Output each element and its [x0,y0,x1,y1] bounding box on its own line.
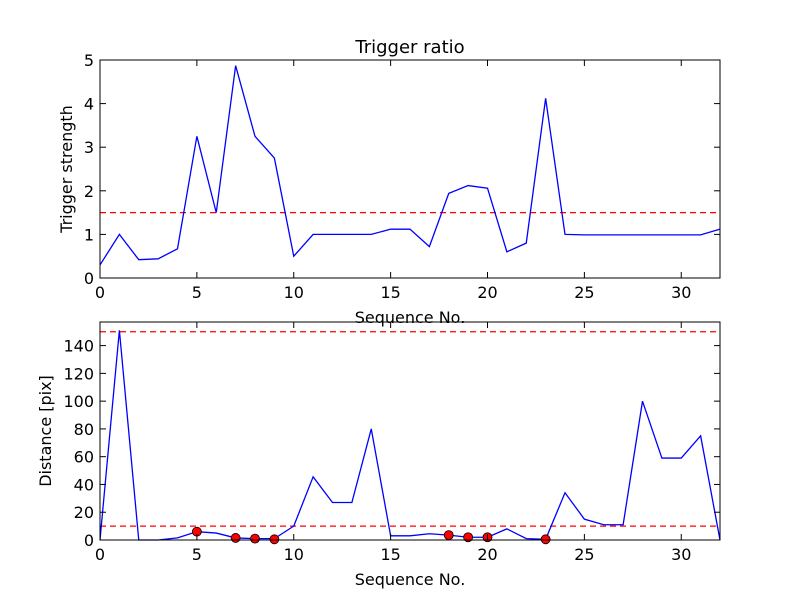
bottom-plot-ylabel: Distance [pix] [36,375,55,487]
top-xtick-label-0: 0 [95,283,105,302]
top-xtick-label-2: 10 [284,283,304,302]
bottom-plot-xlabel: Sequence No. [355,570,466,589]
top-ytick-label-0: 0 [84,269,94,288]
bottom-xtick-label-6: 30 [671,545,691,564]
top-xtick-label-4: 20 [477,283,497,302]
bottom-ytick-label-3: 60 [74,448,94,467]
top-plot-frame [99,59,721,279]
bottom-xtick-label-5: 25 [574,545,594,564]
bottom-ytick-label-1: 20 [74,503,94,522]
bottom-marker-point-4 [443,530,454,541]
bottom-ytick-label-0: 0 [84,531,94,550]
bottom-ytick-label-6: 120 [63,364,94,383]
bottom-xtick-label-0: 0 [95,545,105,564]
bottom-ytick-label-7: 140 [63,337,94,356]
top-ytick-label-3: 3 [84,138,94,157]
bottom-xtick-label-1: 5 [192,545,202,564]
bottom-marker-point-2 [250,533,260,544]
bottom-ytick-label-2: 40 [74,475,94,494]
bottom-series-line-0 [99,330,721,541]
bottom-ytick-label-4: 80 [74,420,94,439]
top-ytick-label-5: 5 [84,51,94,70]
bottom-xtick-label-4: 20 [477,545,497,564]
bottom-xtick-label-2: 10 [284,545,304,564]
top-plot-ylabel: Trigger strength [57,105,76,234]
top-xtick-label-5: 25 [574,283,594,302]
bottom-ytick-label-5: 100 [63,392,94,411]
top-xtick-label-3: 15 [380,283,400,302]
top-ytick-label-1: 1 [84,225,94,244]
bottom-marker-point-3 [269,534,280,545]
top-xtick-label-6: 30 [671,283,691,302]
top-ytick-label-2: 2 [84,182,94,201]
bottom-marker-point-5 [463,532,474,543]
top-plot-title: Trigger ratio [354,37,464,58]
top-series-line-0 [99,65,721,266]
bottom-xtick-label-3: 15 [380,545,400,564]
bottom-plot: 0 5 10 15 20 25 30 0 20 40 60 80 100 120 140 Distance … [36,321,721,589]
bottom-plot-frame [99,321,721,541]
bottom-marker-point-7 [540,534,551,545]
bottom-marker-point-1 [230,533,241,543]
top-plot-xlabel: Sequence No. [355,308,466,327]
top-ytick-label-4: 4 [84,95,94,114]
top-xtick-label-1: 5 [192,283,202,302]
